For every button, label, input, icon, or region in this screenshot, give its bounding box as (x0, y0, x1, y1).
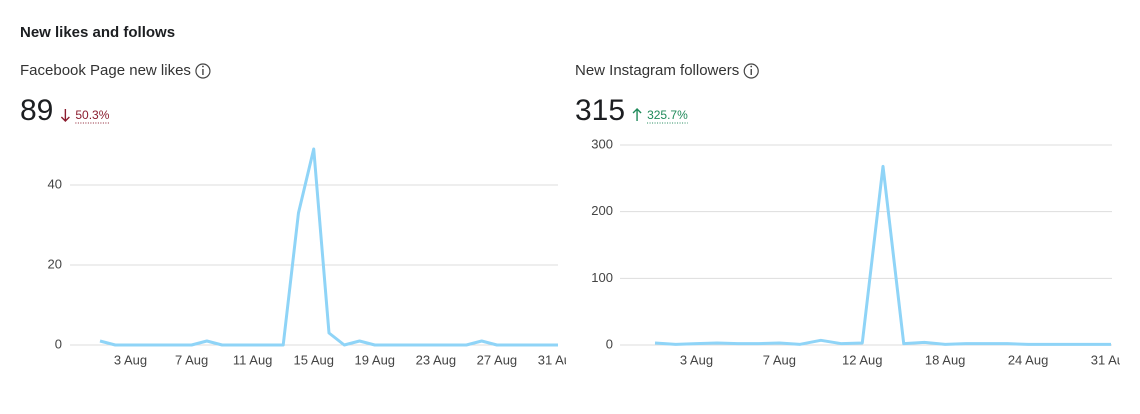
x-tick-label: 31 Aug (538, 352, 579, 367)
y-tick-label: 20 (48, 256, 62, 271)
y-tick-label: 200 (591, 203, 613, 218)
x-tick-label: 11 Aug (233, 352, 273, 367)
trend-arrow (60, 109, 70, 122)
y-tick-label: 40 (48, 176, 62, 191)
x-tick-label: 3 Aug (114, 352, 147, 367)
chart-0-header: Facebook Page new likes 89 50.3% (20, 62, 211, 127)
y-tick-label: 0 (55, 336, 62, 351)
x-tick-label: 15 Aug (293, 352, 334, 367)
info-icon-dot (750, 65, 753, 68)
section-title: New likes and follows (20, 24, 175, 41)
x-tick-label: 31 Aug (1091, 352, 1132, 367)
x-tick-label: 3 Aug (680, 352, 713, 367)
info-icon (743, 63, 759, 79)
change-percent: 50.3% (75, 108, 109, 122)
info-icon-dot (202, 65, 204, 68)
chart-title: Facebook Page new likes (20, 62, 191, 79)
total-value: 89 (20, 94, 53, 127)
x-tick-label: 7 Aug (763, 352, 796, 367)
y-tick-label: 100 (591, 270, 613, 285)
x-tick-label: 18 Aug (925, 352, 966, 367)
chart-1-header: New Instagram followers 315 325.7% (575, 62, 759, 127)
x-tick-label: 24 Aug (1008, 352, 1049, 367)
info-icon (195, 63, 211, 79)
y-tick-label: 0 (606, 336, 613, 351)
x-tick-label: 19 Aug (355, 352, 396, 367)
total-value: 315 (575, 94, 625, 127)
trend-arrow (632, 108, 642, 121)
change-percent: 325.7% (647, 108, 688, 122)
chart-1: 0 100 200 300 3 Aug 7 Aug 12 Aug 18 Aug 24 Aug 31… (591, 136, 1132, 367)
x-tick-label: 7 Aug (175, 352, 208, 367)
x-tick-label: 27 Aug (477, 352, 518, 367)
x-tick-label: 23 Aug (416, 352, 457, 367)
chart-0: 0 20 40 3 Aug 7 Aug 11 Aug 15 Aug 19 Aug 23 Aug 2… (48, 147, 579, 367)
y-tick-label: 300 (591, 136, 613, 151)
line (99, 147, 558, 347)
line (654, 164, 1111, 346)
chart-title: New Instagram followers (575, 62, 739, 79)
x-tick-label: 12 Aug (842, 352, 883, 367)
